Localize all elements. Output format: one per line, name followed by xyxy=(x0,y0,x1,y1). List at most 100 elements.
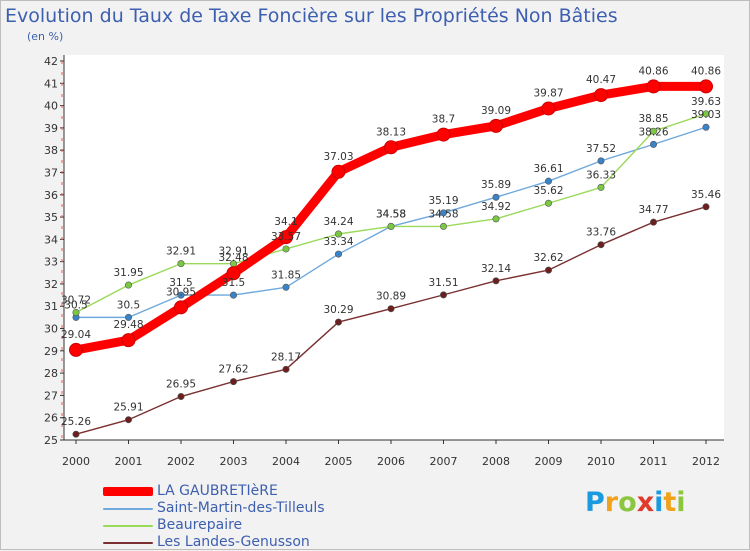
x-tick-label: 2008 xyxy=(482,455,510,468)
data-point xyxy=(384,140,398,155)
chart-title: Evolution du Taux de Taxe Foncière sur l… xyxy=(5,5,618,27)
data-label: 35.89 xyxy=(481,179,511,191)
data-point xyxy=(230,291,238,299)
y-tick-label: 34 xyxy=(44,233,58,246)
data-point xyxy=(121,333,136,348)
y-tick-label: 27 xyxy=(44,389,58,402)
y-tick-label: 38 xyxy=(44,144,58,157)
data-point xyxy=(649,140,657,148)
x-tick-label: 2006 xyxy=(377,455,405,468)
data-point xyxy=(439,291,447,299)
legend-label: Beaurepaire xyxy=(157,517,243,533)
legend-item: Les Landes-Genusson xyxy=(97,534,397,551)
data-point xyxy=(544,266,552,274)
x-tick-label: 2009 xyxy=(535,455,563,468)
proxiti-logo: Proxiti xyxy=(585,487,686,518)
x-tick-label: 2002 xyxy=(167,455,195,468)
data-label: 36.61 xyxy=(533,163,563,175)
data-point xyxy=(702,203,710,211)
data-point xyxy=(125,416,133,424)
data-label: 30.95 xyxy=(166,286,196,298)
data-label: 30.29 xyxy=(323,304,353,316)
series-2 xyxy=(72,110,710,316)
data-point xyxy=(702,110,710,118)
data-point xyxy=(597,183,605,191)
data-point xyxy=(492,193,500,201)
logo-letter: i xyxy=(654,487,664,518)
data-point xyxy=(699,79,713,94)
series-layer: 29.04 29.48 30.95 32.48 34.1 37.03 38.13 38.7 39… xyxy=(61,65,721,438)
y-tick-label: 28 xyxy=(44,367,58,380)
data-label: 26.95 xyxy=(166,379,196,391)
x-tick-label: 2004 xyxy=(272,455,300,468)
data-label: 39.87 xyxy=(533,87,563,99)
data-label: 39.09 xyxy=(481,105,511,117)
data-point xyxy=(439,209,447,217)
data-label: 37.52 xyxy=(586,143,616,155)
y-tick-label: 33 xyxy=(44,256,58,269)
data-point xyxy=(230,378,238,386)
y-tick-label: 42 xyxy=(44,55,58,68)
data-label: 30.89 xyxy=(376,291,406,303)
data-point xyxy=(334,250,342,258)
y-tick-label: 26 xyxy=(44,412,58,425)
data-label: 35.46 xyxy=(691,189,721,201)
data-label: 35.62 xyxy=(533,185,563,197)
y-tick-label: 39 xyxy=(44,122,58,135)
plot-area xyxy=(64,55,724,440)
legend-label: Les Landes-Genusson xyxy=(157,534,310,550)
y-tick-label: 35 xyxy=(44,211,58,224)
data-point xyxy=(282,365,290,373)
data-point xyxy=(125,313,133,321)
legend-swatch xyxy=(103,525,153,527)
data-label: 30.72 xyxy=(61,294,91,306)
logo-letter: r xyxy=(604,487,619,518)
data-label: 38.13 xyxy=(376,126,406,138)
data-label: 34.58 xyxy=(428,208,458,220)
data-label: 40.47 xyxy=(586,74,616,86)
data-label: 34.1 xyxy=(274,216,297,228)
chart-axes: 25 26 27 28 29 30 31 32 33 34 35 36 37 38 39 40 41 42 2000… xyxy=(44,55,724,468)
data-point xyxy=(334,230,342,238)
data-label: 40.86 xyxy=(691,65,721,77)
data-point xyxy=(489,118,503,133)
legend-label: Saint-Martin-des-Tilleuls xyxy=(157,500,325,516)
data-label: 28.17 xyxy=(271,351,301,363)
data-point xyxy=(649,127,657,135)
data-point xyxy=(387,305,395,313)
data-point xyxy=(69,342,83,357)
data-label: 27.62 xyxy=(218,364,248,376)
data-label: 30.5 xyxy=(64,299,87,311)
series-0 xyxy=(69,79,713,357)
legend-item: Saint-Martin-des-Tilleuls xyxy=(97,500,397,517)
legend-swatch xyxy=(103,508,153,510)
x-tick-label: 2012 xyxy=(692,455,720,468)
data-label: 40.86 xyxy=(638,65,668,77)
data-point xyxy=(594,88,608,103)
data-label: 32.48 xyxy=(218,252,248,264)
y-tick-label: 41 xyxy=(44,77,58,90)
data-label: 31.51 xyxy=(428,277,458,289)
y-tick-label: 37 xyxy=(44,166,58,179)
x-tick-label: 2003 xyxy=(220,455,248,468)
data-label: 30.5 xyxy=(117,299,140,311)
data-label: 25.26 xyxy=(61,416,91,428)
data-label: 31.5 xyxy=(169,277,192,289)
data-point xyxy=(439,222,447,230)
data-label: 37.03 xyxy=(323,151,353,163)
data-point xyxy=(282,283,290,291)
data-point xyxy=(544,199,552,207)
data-label: 29.04 xyxy=(61,329,91,341)
y-tick-label: 29 xyxy=(44,345,58,358)
data-point xyxy=(177,260,185,268)
data-point xyxy=(544,177,552,185)
data-label: 38.26 xyxy=(638,126,668,138)
data-point xyxy=(387,222,395,230)
data-label: 38.85 xyxy=(638,113,668,125)
y-tick-label: 40 xyxy=(44,100,58,113)
data-label: 33.76 xyxy=(586,227,616,239)
data-label: 31.85 xyxy=(271,269,301,281)
data-point xyxy=(646,79,661,94)
